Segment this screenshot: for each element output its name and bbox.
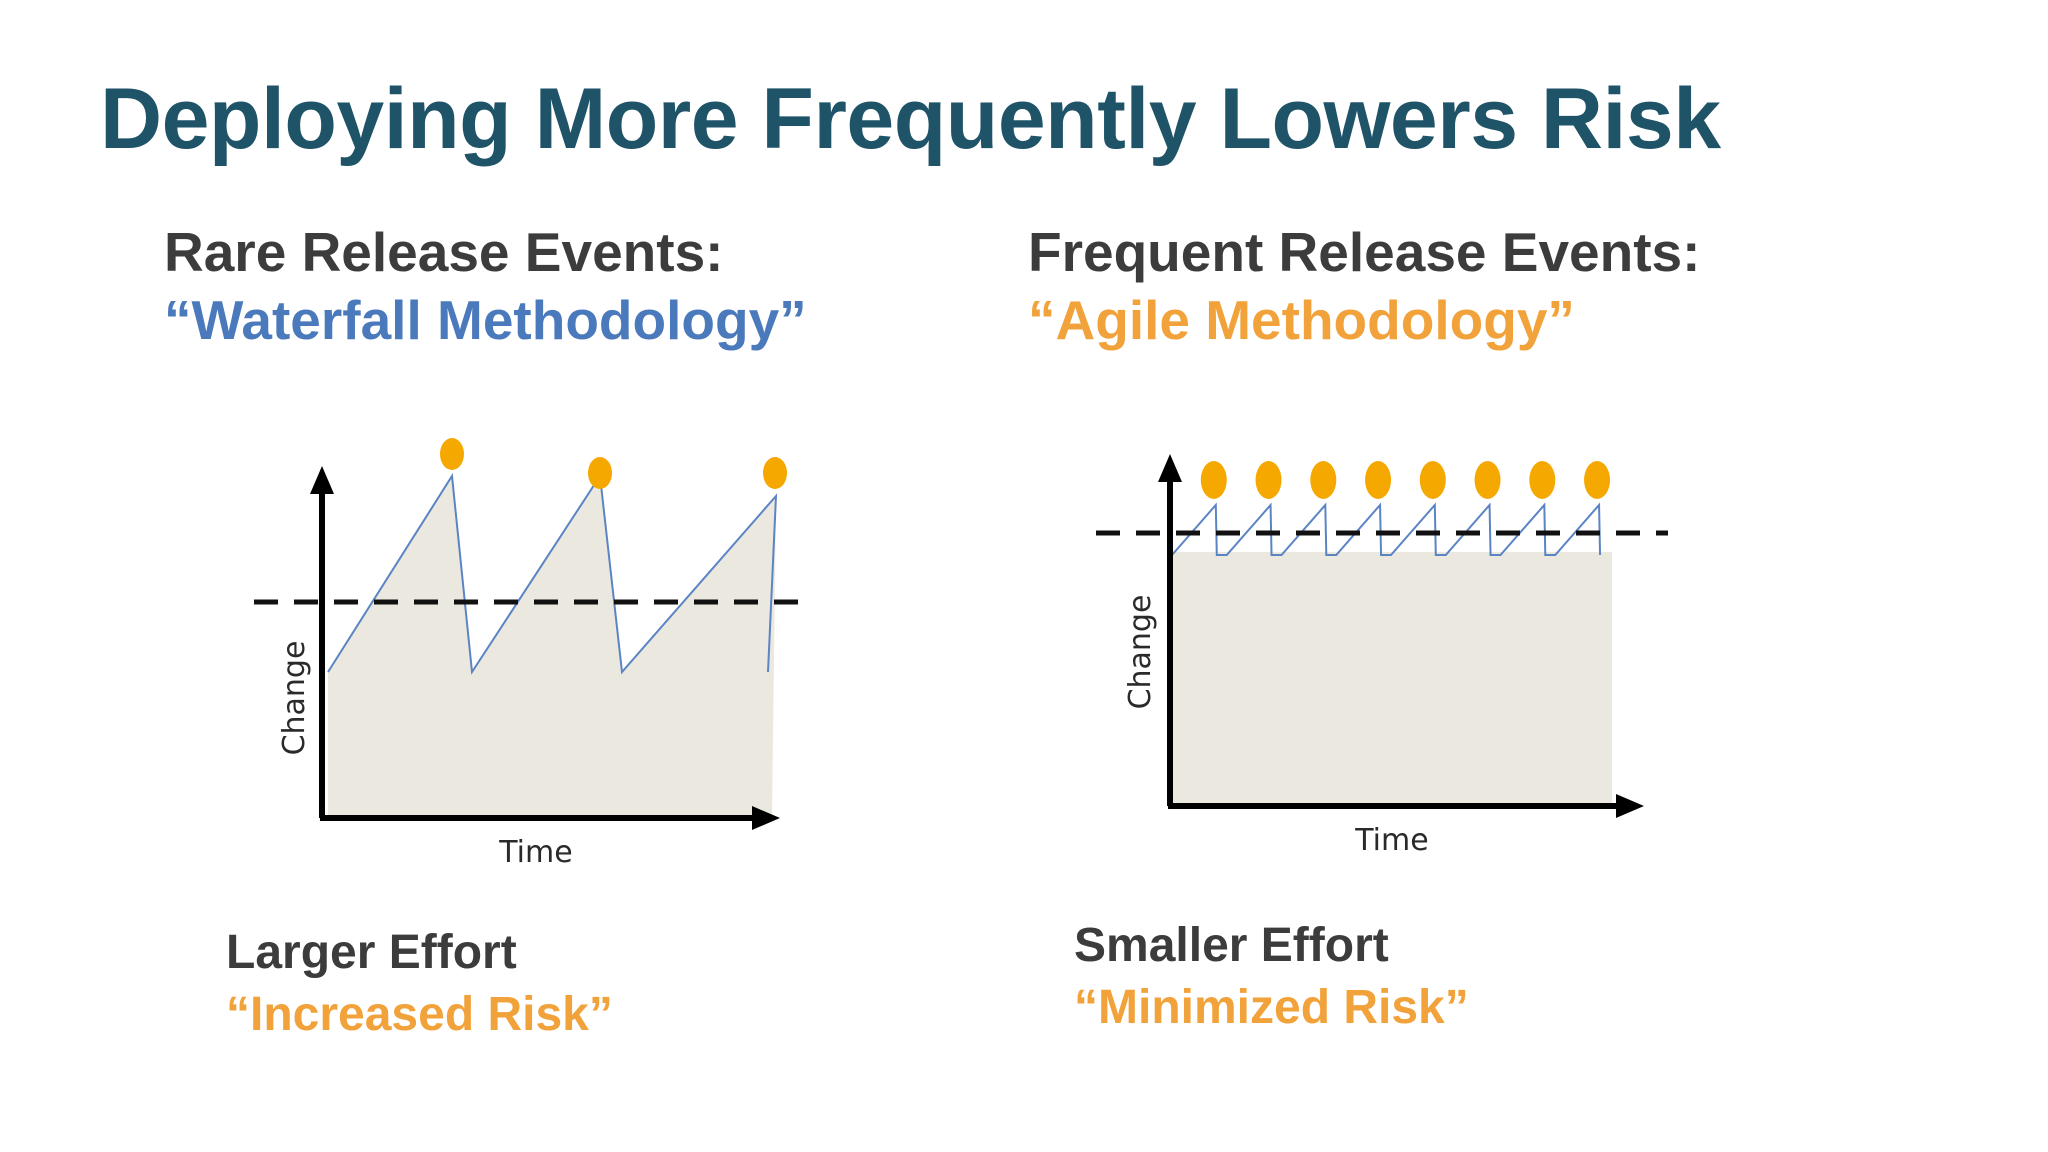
waterfall-x-label: Time [498,835,572,870]
left-heading-line1: Rare Release Events: [164,221,724,283]
right-footer-line2: “Minimized Risk” [1074,981,1469,1034]
left-heading-line2: “Waterfall Methodology” [164,289,807,351]
release-dot [1310,461,1337,499]
right-heading-line1: Frequent Release Events: [1028,221,1701,283]
release-dot [1584,461,1611,499]
agile-y-label: Change [1123,595,1158,710]
waterfall-y-label: Change [277,641,312,756]
right-heading-line2: “Agile Methodology” [1028,289,1575,351]
release-dot [1365,461,1392,499]
release-dot [1419,461,1446,499]
release-dot [588,457,612,489]
left-footer: Larger Effort “Increased Risk” [226,922,613,1046]
release-dot [1529,461,1556,499]
left-footer-line1: Larger Effort [226,926,517,979]
release-dot [1474,461,1501,499]
right-footer: Smaller Effort “Minimized Risk” [1074,915,1469,1039]
agile-sawtooth-line [1171,502,1602,556]
waterfall-area [328,476,776,818]
agile-area [1172,552,1612,806]
agile-x-arrow [1616,794,1644,818]
right-footer-line1: Smaller Effort [1074,919,1389,972]
right-heading: Frequent Release Events: “Agile Methodol… [1028,218,1700,354]
release-dot [763,457,787,489]
agile-x-label: Time [1354,823,1428,858]
release-dot [440,438,464,470]
left-footer-line2: “Increased Risk” [226,988,613,1041]
release-dot [1200,461,1227,499]
release-dot [1255,461,1282,499]
waterfall-y-arrow [310,466,334,494]
left-heading: Rare Release Events: “Waterfall Methodol… [164,218,807,354]
slide-title: Deploying More Frequently Lowers Risk [100,71,1721,167]
waterfall-x-arrow [752,806,780,830]
agile-y-arrow [1158,454,1182,482]
